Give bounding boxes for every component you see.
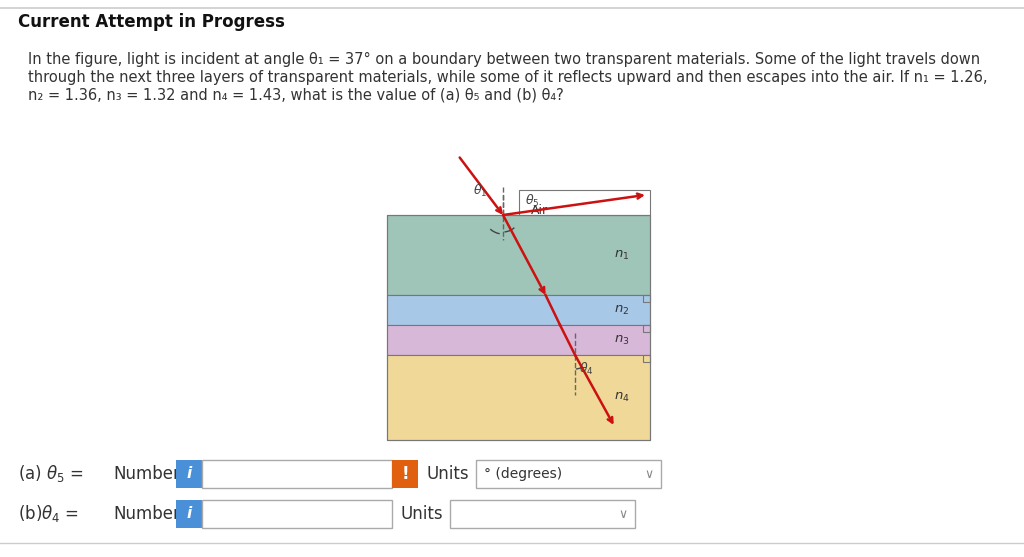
Bar — [450, 500, 635, 528]
Text: $\theta_5$: $\theta_5$ — [525, 193, 540, 209]
Text: $n_4$: $n_4$ — [614, 391, 630, 404]
Text: through the next three layers of transparent materials, while some of it reflect: through the next three layers of transpa… — [28, 70, 987, 85]
Text: Units: Units — [426, 465, 469, 483]
Bar — [387, 295, 650, 325]
Bar — [392, 460, 418, 488]
Text: $n_2$: $n_2$ — [614, 304, 630, 316]
Bar — [519, 190, 650, 215]
Text: $n_1$: $n_1$ — [614, 248, 630, 262]
Text: Number: Number — [113, 505, 180, 523]
Text: ∨: ∨ — [644, 467, 653, 481]
Bar — [387, 215, 650, 295]
Bar — [176, 500, 202, 528]
Text: (a) $\theta_5$ =: (a) $\theta_5$ = — [18, 463, 84, 485]
Bar — [643, 295, 650, 302]
Text: Air: Air — [531, 204, 548, 217]
Text: $n_3$: $n_3$ — [614, 334, 630, 346]
Bar — [202, 500, 392, 528]
Bar — [387, 355, 650, 440]
Text: In the figure, light is incident at angle θ₁ = 37° on a boundary between two tra: In the figure, light is incident at angl… — [28, 52, 980, 67]
Text: (b)$\theta_4$ =: (b)$\theta_4$ = — [18, 504, 79, 525]
Text: ° (degrees): ° (degrees) — [484, 467, 562, 481]
Text: Current Attempt in Progress: Current Attempt in Progress — [18, 13, 285, 31]
Text: $\theta_4$: $\theta_4$ — [579, 361, 594, 377]
Bar — [176, 460, 202, 488]
Text: i: i — [186, 506, 191, 521]
Bar — [643, 325, 650, 332]
Text: ∨: ∨ — [618, 507, 628, 520]
Text: !: ! — [401, 465, 409, 483]
Text: $\theta_1$: $\theta_1$ — [473, 183, 487, 199]
Bar — [387, 325, 650, 355]
Text: i: i — [186, 467, 191, 481]
Bar — [202, 460, 392, 488]
Text: Number: Number — [113, 465, 180, 483]
Bar — [643, 355, 650, 362]
Bar — [476, 460, 662, 488]
Bar — [387, 215, 650, 440]
Text: Units: Units — [400, 505, 442, 523]
Text: n₂ = 1.36, n₃ = 1.32 and n₄ = 1.43, what is the value of (a) θ₅ and (b) θ₄?: n₂ = 1.36, n₃ = 1.32 and n₄ = 1.43, what… — [28, 88, 564, 103]
